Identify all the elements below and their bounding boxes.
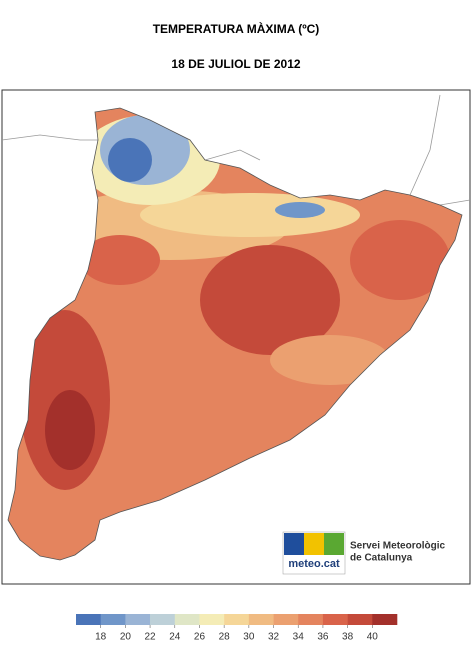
legend-tick-label: 30 (243, 632, 255, 643)
field-zone (108, 138, 152, 182)
legend-tick-label: 18 (95, 632, 107, 643)
field-zone (200, 245, 340, 355)
region-outline (7, 107, 463, 561)
legend-swatch (100, 614, 126, 625)
logo-brand: meteo.cat (288, 558, 340, 570)
logo-name: Servei Meteorològic (350, 541, 445, 552)
field-zone (80, 235, 160, 285)
legend-swatch (150, 614, 176, 625)
logo-name: de Catalunya (350, 553, 413, 564)
legend-tick-label: 22 (145, 632, 157, 643)
field-zone (45, 390, 95, 470)
logo-icon (284, 533, 304, 555)
legend-tick-label: 28 (219, 632, 231, 643)
legend-swatch (322, 614, 348, 625)
logo: meteo.cat Servei Meteorològic de Catalun… (282, 531, 445, 575)
legend-tick-label: 38 (342, 632, 354, 643)
map-subtitle: 18 DE JULIOL DE 2012 (171, 57, 300, 71)
legend-tick-label: 20 (120, 632, 132, 643)
legend-swatch (273, 614, 299, 625)
legend-swatch (76, 614, 101, 625)
logo-icon (324, 533, 344, 555)
neighbor-borders (1, 94, 471, 206)
legend: 18 20 22 24 26 28 30 32 34 36 38 40 (76, 614, 398, 643)
legend-tick-label: 36 (317, 632, 329, 643)
legend-swatch (199, 614, 225, 625)
logo-icon (304, 533, 324, 555)
map-title: TEMPERATURA MÀXIMA (ºC) (153, 21, 320, 36)
field-zone (270, 335, 390, 385)
field-zone (350, 220, 450, 300)
legend-tick-label: 34 (293, 632, 305, 643)
legend-swatch (298, 614, 324, 625)
legend-swatch (224, 614, 250, 625)
legend-tick-label: 40 (367, 632, 379, 643)
legend-tick-label: 26 (194, 632, 206, 643)
legend-tick-label: 24 (169, 632, 181, 643)
legend-swatch (347, 614, 373, 625)
legend-tick-label: 32 (268, 632, 280, 643)
legend-swatch (248, 614, 274, 625)
legend-swatch (174, 614, 200, 625)
legend-swatch (125, 614, 151, 625)
legend-swatch (372, 614, 398, 625)
field-zone (275, 202, 325, 218)
